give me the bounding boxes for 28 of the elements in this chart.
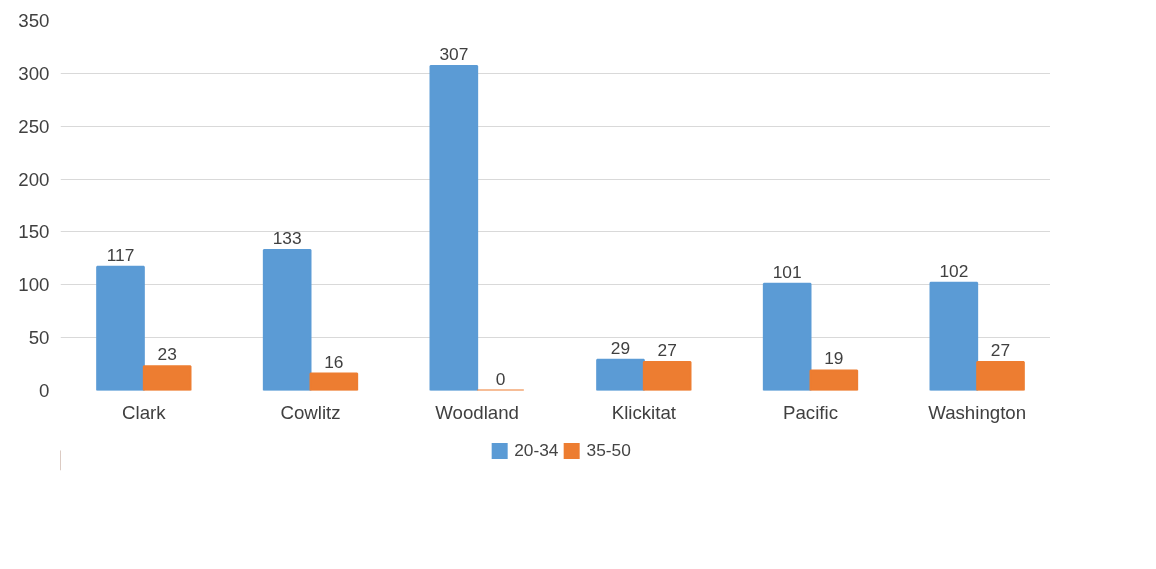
- data-label: 307: [439, 43, 469, 64]
- legend-label: 35-50: [586, 439, 631, 461]
- y-tick-label: 200: [18, 168, 50, 190]
- data-label: 133: [272, 227, 302, 248]
- y-tick-label: 150: [18, 221, 50, 243]
- y-tick-label: 350: [18, 10, 50, 31]
- y-tick-label: 250: [18, 115, 50, 137]
- y-tick-label: 100: [18, 274, 50, 296]
- data-label: 0: [495, 368, 506, 389]
- data-label: 101: [772, 261, 802, 282]
- x-tick-label: Klickitat: [611, 401, 677, 423]
- x-tick-label: Washington: [928, 401, 1027, 423]
- x-tick-label: Clark: [122, 401, 167, 423]
- y-tick-label: 0: [39, 380, 50, 401]
- y-tick-label: 300: [18, 62, 50, 84]
- data-label: 27: [657, 339, 677, 360]
- data-label: 29: [610, 337, 631, 358]
- data-label: 117: [106, 244, 135, 265]
- x-tick-label: Woodland: [435, 401, 519, 423]
- x-tick-label: Pacific: [783, 401, 838, 423]
- data-label: 16: [324, 351, 344, 372]
- y-tick-label: 50: [28, 327, 50, 349]
- data-label: 23: [157, 344, 177, 365]
- x-tick-label: Cowlitz: [280, 401, 341, 423]
- data-label: 19: [824, 348, 844, 369]
- data-label: 27: [990, 339, 1011, 360]
- data-label: 102: [939, 260, 969, 281]
- legend-label: 20-34: [514, 439, 559, 461]
